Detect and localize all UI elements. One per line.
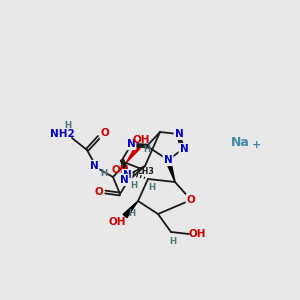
Text: OH: OH [188,229,206,239]
Polygon shape [166,159,175,182]
Text: OH: OH [108,217,126,227]
Text: N: N [127,139,135,149]
Text: H: H [64,122,72,130]
Text: CH3: CH3 [137,167,155,176]
Text: H: H [148,182,156,191]
Text: N: N [164,155,172,165]
Text: O: O [94,187,103,197]
Text: OH: OH [132,135,150,145]
Text: N: N [180,144,188,154]
Text: Na: Na [231,136,249,148]
Text: OH: OH [111,165,129,175]
Text: NH2: NH2 [50,129,74,139]
Text: N: N [120,175,128,185]
Text: H: H [128,209,136,218]
Text: H: H [130,182,138,190]
Text: O: O [187,195,195,205]
Text: N: N [90,161,98,171]
Text: H: H [169,236,177,245]
Polygon shape [123,201,138,217]
Text: N: N [123,170,131,180]
Polygon shape [126,146,140,163]
Text: N: N [175,129,183,139]
Text: H: H [143,145,151,154]
Text: O: O [100,128,109,138]
Text: H: H [100,169,108,178]
Text: +: + [252,140,261,150]
